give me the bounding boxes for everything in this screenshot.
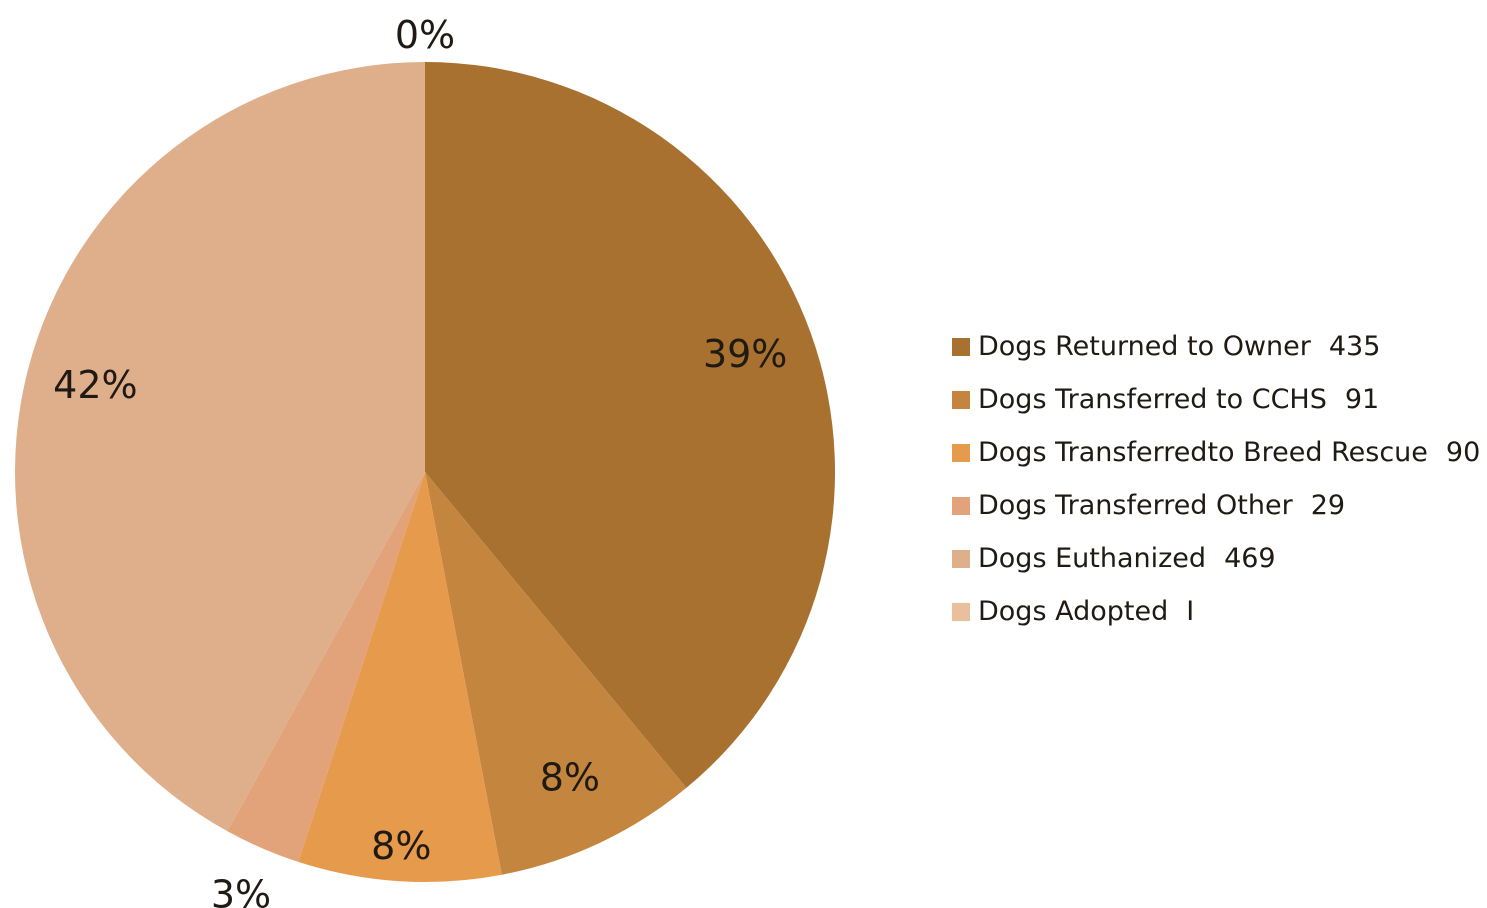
legend-item-dogs-transferred-other: Dogs Transferred Other 29: [952, 479, 1480, 532]
legend-count-dogs-transferred-other: 29: [1310, 490, 1346, 521]
legend-swatch-dogs-adopted: [952, 602, 970, 621]
pie-label-dogs-euthanized: 42%: [53, 363, 137, 407]
legend-label-dogs-returned-to-owner: Dogs Returned to Owner: [978, 331, 1311, 362]
pie-label-dogs-adopted: 0%: [395, 13, 455, 57]
legend-item-dogs-transferred-to-cchs: Dogs Transferred to CCHS 91: [952, 373, 1480, 426]
pie-slice-dogs-transferredto-breed-rescue: [298, 472, 502, 882]
legend-label-dogs-transferred-to-cchs: Dogs Transferred to CCHS: [978, 384, 1327, 415]
legend-count-dogs-transferred-to-cchs: 91: [1344, 384, 1380, 415]
legend-label-dogs-transferredto-breed-rescue: Dogs Transferredto Breed Rescue: [978, 437, 1428, 468]
legend-swatch-dogs-transferredto-breed-rescue: [952, 443, 970, 462]
legend-item-dogs-euthanized: Dogs Euthanized 469: [952, 532, 1480, 585]
legend-swatch-dogs-returned-to-owner: [952, 337, 970, 356]
pie-label-dogs-transferred-to-cchs: 8%: [540, 755, 600, 799]
pie-slice-dogs-returned-to-owner: [425, 62, 835, 788]
legend-label-dogs-transferred-other: Dogs Transferred Other: [978, 490, 1293, 521]
pie-label-dogs-returned-to-owner: 39%: [703, 332, 787, 376]
legend-swatch-dogs-euthanized: [952, 549, 970, 568]
legend-count-dogs-euthanized: 469: [1224, 543, 1276, 574]
pie-slice-dogs-transferred-other: [227, 472, 425, 862]
pie-slice-dogs-transferred-to-cchs: [425, 472, 687, 875]
legend-count-dogs-transferredto-breed-rescue: 90: [1445, 437, 1481, 468]
legend-swatch-dogs-transferred-to-cchs: [952, 390, 970, 409]
pie-slice-dogs-euthanized: [14, 62, 426, 832]
legend-swatch-dogs-transferred-other: [952, 496, 970, 515]
chart-legend: Dogs Returned to Owner 435 Dogs Transferre…: [952, 320, 1480, 638]
legend-count-dogs-adopted: I: [1186, 596, 1195, 627]
pie-percent-labels: 39% 8% 8% 3% 42% 0%: [53, 13, 787, 908]
pie-slices: [14, 62, 835, 882]
legend-item-dogs-returned-to-owner: Dogs Returned to Owner 435: [952, 320, 1480, 373]
legend-item-dogs-transferredto-breed-rescue: Dogs Transferredto Breed Rescue 90: [952, 426, 1480, 479]
legend-label-dogs-euthanized: Dogs Euthanized: [978, 543, 1207, 574]
pie-label-dogs-transferredto-breed-rescue: 8%: [371, 824, 431, 868]
legend-item-dogs-adopted: Dogs Adopted I: [952, 585, 1480, 638]
legend-count-dogs-returned-to-owner: 435: [1328, 331, 1381, 362]
pie-label-dogs-transferred-other: 3%: [211, 873, 271, 908]
legend-label-dogs-adopted: Dogs Adopted: [978, 596, 1169, 627]
